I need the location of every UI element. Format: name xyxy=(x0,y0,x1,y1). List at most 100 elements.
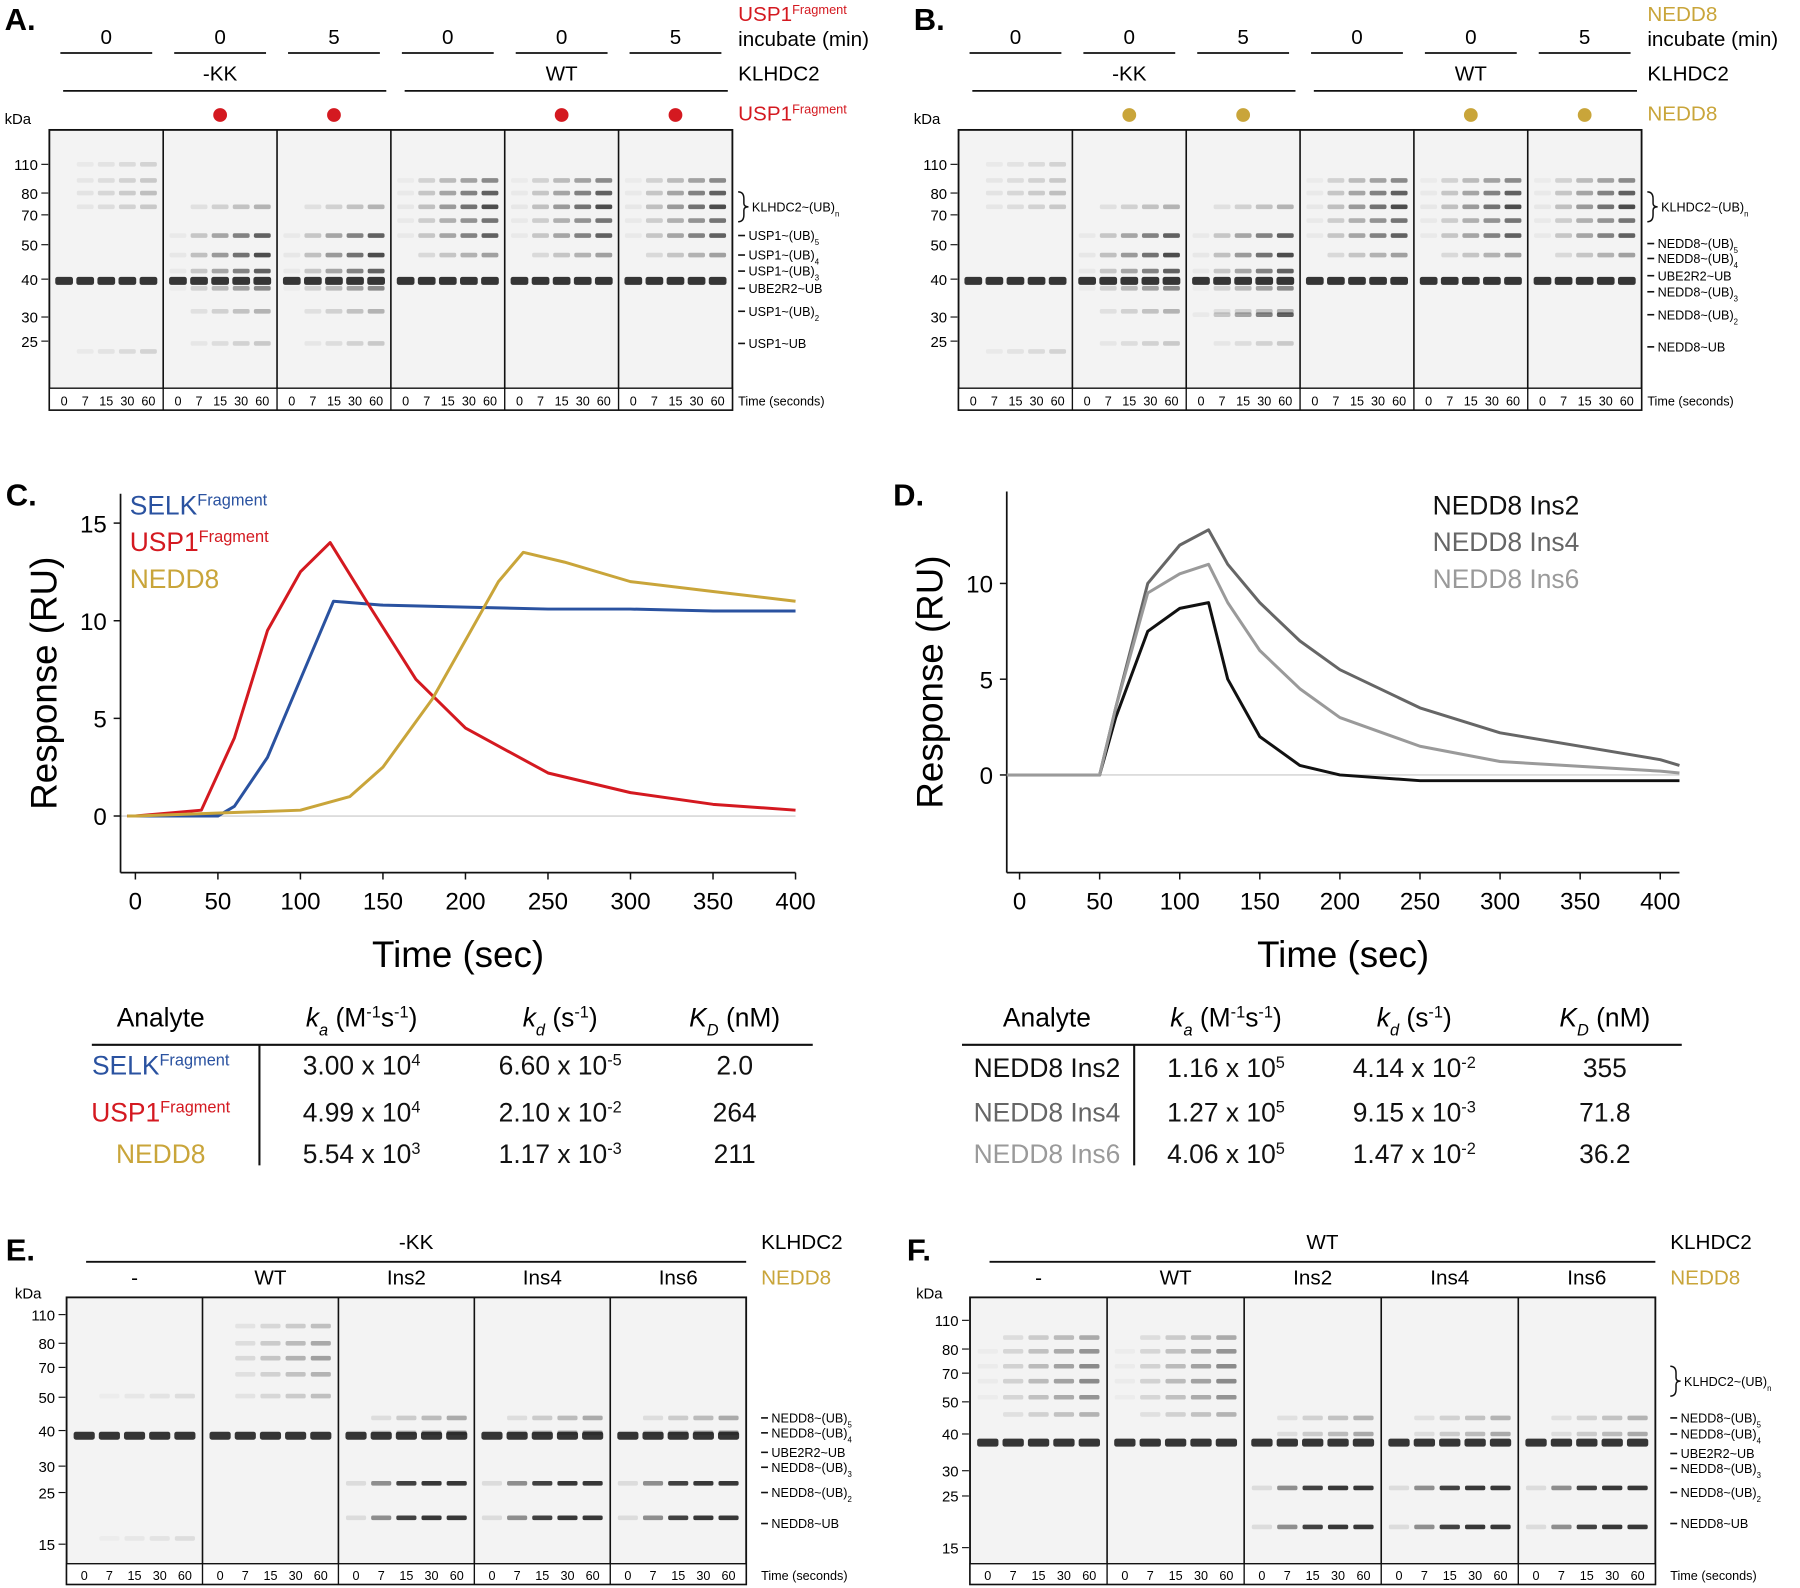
gel-band xyxy=(1216,1394,1237,1400)
gel-band xyxy=(1141,204,1159,210)
text-part: 2 xyxy=(1734,317,1738,326)
gel-band xyxy=(645,204,663,210)
gel-band xyxy=(1003,1363,1024,1369)
gel-band xyxy=(346,268,364,274)
table-header: KD (nM) xyxy=(689,1002,780,1039)
gel-band xyxy=(645,233,663,238)
time-label: 0 xyxy=(1425,394,1432,408)
mw-label: 80 xyxy=(942,1342,959,1359)
gel-band xyxy=(1079,1335,1100,1340)
text-part: 3 xyxy=(411,1140,420,1158)
gel-band xyxy=(190,233,208,238)
gel-band xyxy=(532,1515,553,1521)
gel-band xyxy=(1120,341,1138,346)
gel-band xyxy=(574,204,592,210)
panel-letter: E. xyxy=(6,1233,35,1268)
gel-band xyxy=(507,1415,528,1421)
gel-band xyxy=(371,1515,392,1521)
gel-band xyxy=(253,252,271,258)
gel-band xyxy=(1534,204,1551,210)
gel-band xyxy=(573,276,592,285)
text-part: 2 xyxy=(847,1495,851,1504)
text-part: 4 xyxy=(411,1099,420,1117)
gel-band xyxy=(1234,286,1252,291)
time-label: 7 xyxy=(1219,394,1226,408)
gel-band xyxy=(211,268,229,274)
mw-label: 110 xyxy=(14,157,38,174)
text-part: -1 xyxy=(1258,1003,1273,1021)
text-part: -2 xyxy=(1461,1054,1476,1072)
gel-band xyxy=(582,1481,603,1486)
gel-band xyxy=(232,341,250,346)
text-part: k xyxy=(1170,1002,1185,1032)
time-label: 15 xyxy=(1464,394,1478,408)
gel-band xyxy=(1575,276,1594,285)
incubate-time: 5 xyxy=(1579,26,1591,49)
time-label: 0 xyxy=(288,394,295,408)
gel-band xyxy=(1276,308,1294,314)
gel-band xyxy=(285,1323,306,1329)
text-part: -1 xyxy=(574,1003,589,1021)
gel-band xyxy=(310,1393,331,1399)
text-part: NEDD8~(UB) xyxy=(1658,308,1734,322)
time-label: 0 xyxy=(1311,394,1318,408)
gel-band xyxy=(642,1481,664,1486)
gel-band xyxy=(396,1415,417,1421)
text-part: 4 xyxy=(847,1435,852,1444)
gel-band xyxy=(1420,178,1437,183)
gel-band xyxy=(1618,233,1636,238)
gel-band xyxy=(1369,218,1387,223)
time-row xyxy=(65,1563,747,1586)
gel-band xyxy=(1602,1415,1623,1421)
gel-band xyxy=(304,233,322,238)
gel-band xyxy=(367,341,385,346)
gel-band xyxy=(985,190,1003,196)
time-label: 15 xyxy=(327,394,341,408)
gel-band xyxy=(55,276,73,285)
gel-band xyxy=(1483,252,1501,258)
gel-band xyxy=(1576,1415,1597,1421)
analyte-name: NEDD8 xyxy=(116,1139,205,1169)
time-label: 30 xyxy=(348,394,362,408)
gel-band xyxy=(1576,178,1594,183)
text-part: NEDD8~UB xyxy=(771,1517,839,1531)
gel-band xyxy=(688,252,705,258)
gel-band xyxy=(666,276,685,285)
gel-band xyxy=(1141,308,1159,314)
band-label: UBE2R2~UB xyxy=(748,282,822,296)
table-cell: 355 xyxy=(1583,1053,1627,1083)
y-tick-label: 15 xyxy=(80,511,107,538)
mw-label: 15 xyxy=(942,1540,959,1557)
gel-band xyxy=(1439,1524,1460,1530)
substrate-dot xyxy=(1463,108,1478,122)
gel-band xyxy=(1414,1485,1435,1491)
text-part: NEDD8~(UB) xyxy=(1658,285,1734,299)
gel-band xyxy=(370,1431,392,1440)
gel-band xyxy=(1327,1431,1349,1437)
gel-band xyxy=(1504,233,1522,238)
gel-band xyxy=(1163,204,1180,210)
gel-band xyxy=(510,276,529,285)
gel-band xyxy=(1078,276,1096,285)
gel-band xyxy=(557,1430,578,1436)
y-axis-title: Response (RU) xyxy=(23,557,64,810)
gel-band xyxy=(642,1431,664,1440)
gel-band xyxy=(1115,1395,1135,1400)
gel-band xyxy=(1490,1431,1511,1437)
gel-band xyxy=(421,1430,442,1436)
gel-band xyxy=(1327,1438,1349,1447)
gel-band xyxy=(285,1371,306,1377)
gel-band xyxy=(1276,312,1294,318)
text-part: -3 xyxy=(1461,1099,1476,1117)
time-label: 15 xyxy=(1122,394,1136,408)
gel-band xyxy=(345,1481,367,1486)
time-label: 0 xyxy=(353,1569,360,1583)
text-part: -1 xyxy=(1231,1003,1246,1021)
text-part: USP1~(UB) xyxy=(748,229,814,243)
time-label: 15 xyxy=(213,394,227,408)
gel-band xyxy=(481,190,499,196)
time-label: 60 xyxy=(1631,1569,1645,1583)
gel-band xyxy=(1602,1431,1623,1437)
text-part: 355 xyxy=(1583,1053,1627,1083)
